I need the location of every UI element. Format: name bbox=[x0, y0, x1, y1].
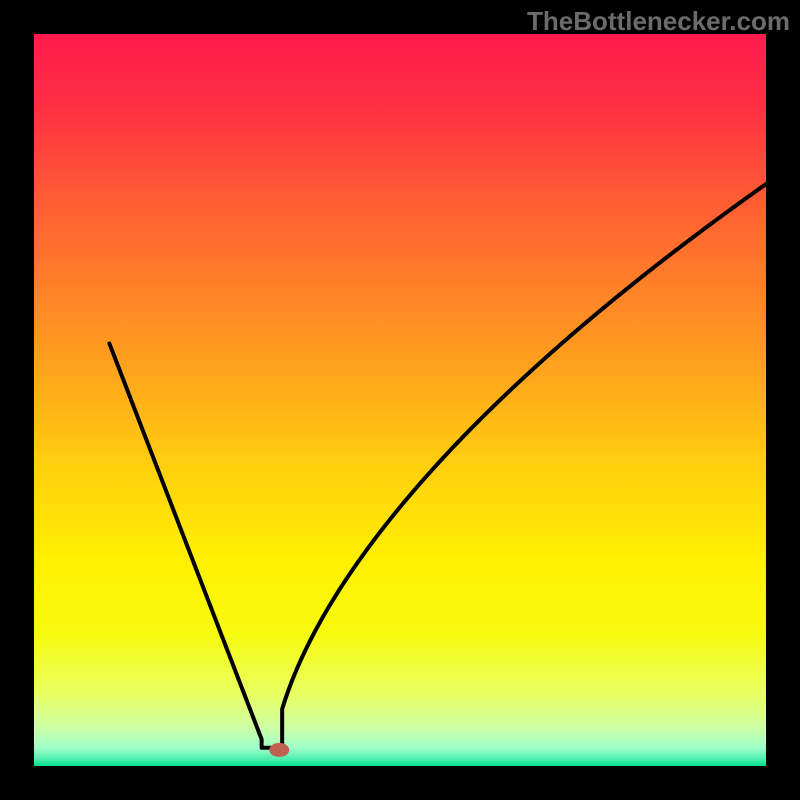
chart-canvas: TheBottlenecker.com bbox=[0, 0, 800, 800]
watermark-text: TheBottlenecker.com bbox=[527, 6, 790, 37]
plot-area bbox=[34, 34, 766, 766]
